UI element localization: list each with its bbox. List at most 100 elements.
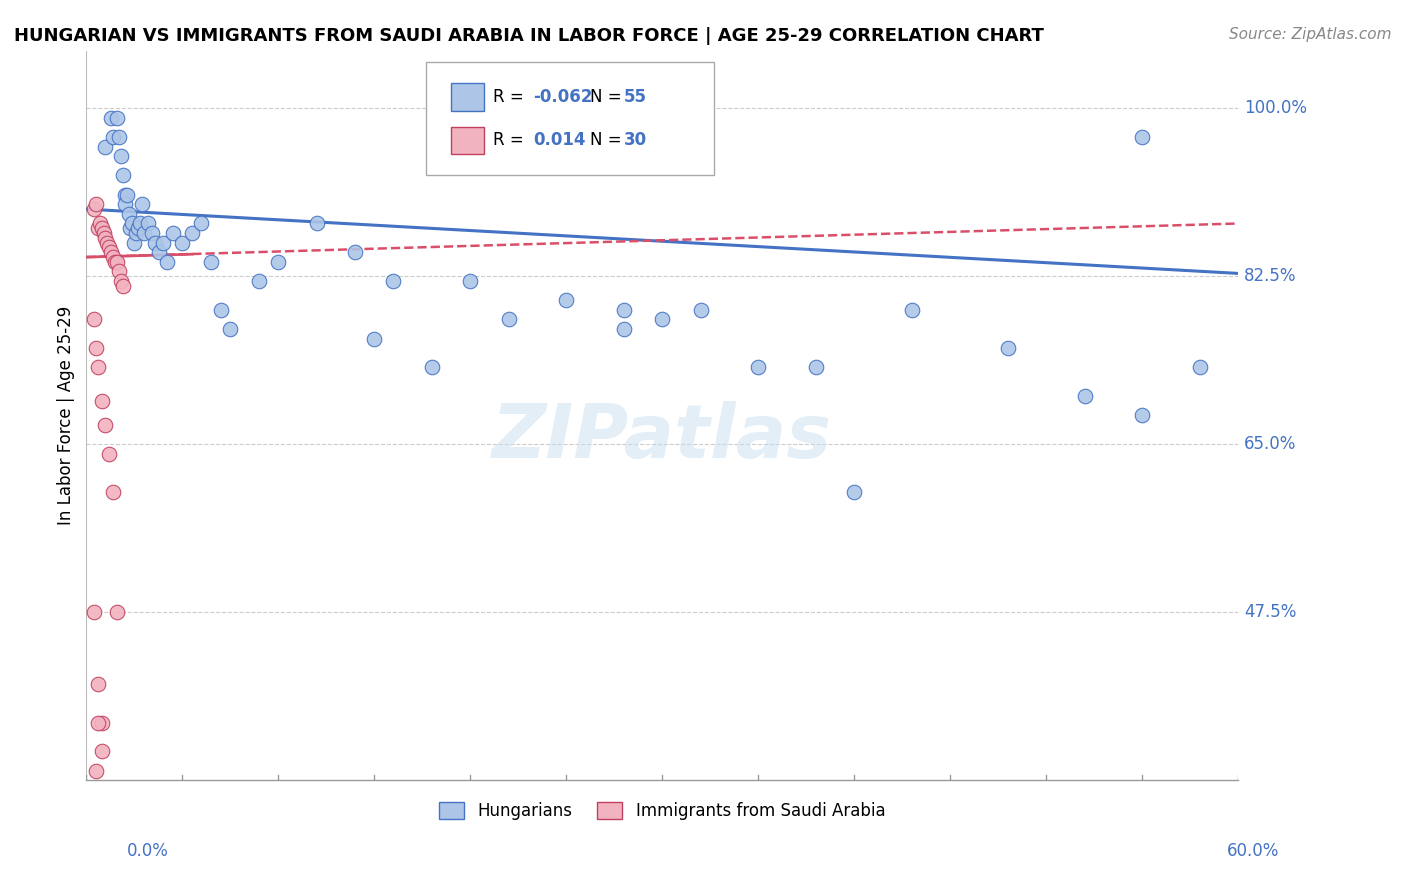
Text: 55: 55 xyxy=(624,87,647,105)
Text: 82.5%: 82.5% xyxy=(1244,268,1296,285)
Point xyxy=(111,279,134,293)
Point xyxy=(382,274,405,288)
Point xyxy=(747,360,769,375)
Point xyxy=(83,312,105,326)
Point xyxy=(83,605,105,619)
Point xyxy=(125,226,148,240)
Text: HUNGARIAN VS IMMIGRANTS FROM SAUDI ARABIA IN LABOR FORCE | AGE 25-29 CORRELATION: HUNGARIAN VS IMMIGRANTS FROM SAUDI ARABI… xyxy=(14,27,1043,45)
Point xyxy=(127,221,149,235)
Point xyxy=(555,293,578,308)
Point xyxy=(87,360,110,375)
Point xyxy=(84,341,107,355)
Point xyxy=(94,139,117,153)
Text: N =: N = xyxy=(589,87,627,105)
Point xyxy=(83,202,105,216)
Point xyxy=(105,255,128,269)
Point xyxy=(1188,360,1211,375)
Point xyxy=(101,130,124,145)
Point xyxy=(363,332,385,346)
FancyBboxPatch shape xyxy=(426,62,714,175)
Point xyxy=(90,715,112,730)
Text: R =: R = xyxy=(494,131,529,150)
Point xyxy=(120,221,142,235)
Point xyxy=(1130,130,1153,145)
Point xyxy=(87,677,110,691)
Point xyxy=(84,197,107,211)
Point xyxy=(100,111,122,125)
Point xyxy=(1130,409,1153,423)
Point xyxy=(145,235,167,250)
Point xyxy=(110,274,132,288)
Point xyxy=(651,312,673,326)
Point xyxy=(94,231,117,245)
Point xyxy=(180,226,202,240)
Text: R =: R = xyxy=(494,87,529,105)
Point xyxy=(141,226,163,240)
Point xyxy=(90,221,112,235)
Point xyxy=(108,130,131,145)
Point xyxy=(1073,389,1095,403)
Point xyxy=(114,187,136,202)
Point xyxy=(162,226,184,240)
Point xyxy=(90,394,112,409)
Text: 65.0%: 65.0% xyxy=(1244,435,1296,453)
Text: ZIPatlas: ZIPatlas xyxy=(492,401,832,474)
Point xyxy=(105,111,128,125)
FancyBboxPatch shape xyxy=(451,83,484,111)
Text: 0.0%: 0.0% xyxy=(127,842,169,860)
Point xyxy=(101,250,124,264)
Y-axis label: In Labor Force | Age 25-29: In Labor Force | Age 25-29 xyxy=(58,306,75,525)
Point xyxy=(136,217,159,231)
Text: -0.062: -0.062 xyxy=(533,87,592,105)
Point xyxy=(804,360,827,375)
Point xyxy=(111,169,134,183)
Point xyxy=(89,217,111,231)
Point xyxy=(87,221,110,235)
Point xyxy=(115,187,138,202)
Point xyxy=(209,302,232,317)
Point xyxy=(305,217,328,231)
Point xyxy=(98,447,121,461)
Point xyxy=(344,245,367,260)
Text: 47.5%: 47.5% xyxy=(1244,603,1296,622)
Point xyxy=(420,360,443,375)
Point xyxy=(121,217,143,231)
Point xyxy=(613,302,636,317)
Point xyxy=(110,149,132,163)
Point xyxy=(156,255,179,269)
Point xyxy=(997,341,1019,355)
Point xyxy=(90,744,112,758)
Point xyxy=(104,255,127,269)
Point xyxy=(98,240,121,254)
Point xyxy=(190,217,212,231)
Point xyxy=(117,207,139,221)
Point xyxy=(129,217,152,231)
Text: Source: ZipAtlas.com: Source: ZipAtlas.com xyxy=(1229,27,1392,42)
Point xyxy=(96,235,118,250)
Point xyxy=(101,485,124,500)
Text: N =: N = xyxy=(589,131,627,150)
Text: 60.0%: 60.0% xyxy=(1227,842,1279,860)
Point xyxy=(84,764,107,778)
Point xyxy=(172,235,194,250)
Text: 30: 30 xyxy=(624,131,647,150)
Point xyxy=(613,322,636,336)
Point xyxy=(247,274,270,288)
Point xyxy=(152,235,174,250)
Point xyxy=(689,302,711,317)
FancyBboxPatch shape xyxy=(451,127,484,154)
Point xyxy=(200,255,222,269)
Point xyxy=(105,605,128,619)
Text: 0.014: 0.014 xyxy=(533,131,586,150)
Point xyxy=(498,312,520,326)
Text: 100.0%: 100.0% xyxy=(1244,99,1308,117)
Point xyxy=(100,245,122,260)
Point xyxy=(93,226,115,240)
Legend: Hungarians, Immigrants from Saudi Arabia: Hungarians, Immigrants from Saudi Arabia xyxy=(433,795,891,827)
Point xyxy=(94,418,117,433)
Point xyxy=(219,322,242,336)
Point xyxy=(458,274,481,288)
Point xyxy=(114,197,136,211)
Point xyxy=(108,264,131,278)
Point xyxy=(844,485,866,500)
